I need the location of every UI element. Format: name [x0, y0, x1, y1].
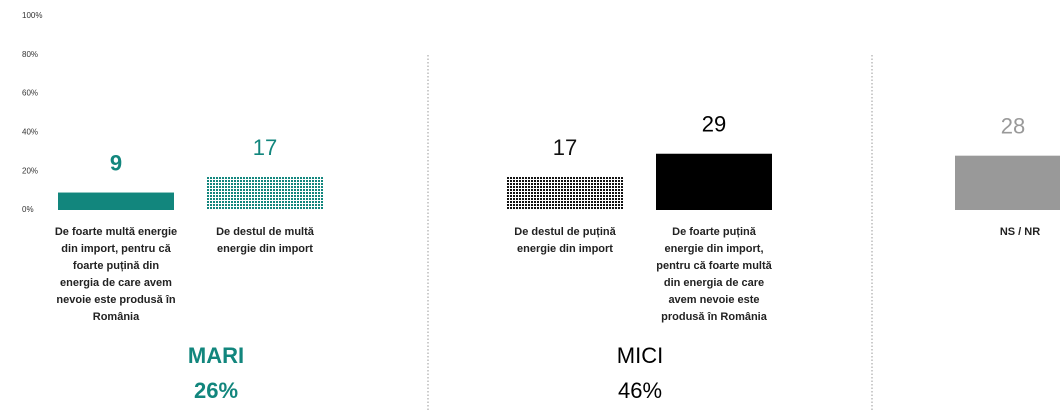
value-label: 17: [553, 135, 577, 160]
group-name: MARI: [188, 343, 244, 368]
value-label: 9: [110, 150, 122, 175]
value-label: 28: [1001, 113, 1025, 138]
category-label: De foarte multă energie din import, pent…: [54, 226, 178, 323]
bar: [58, 192, 174, 210]
y-tick-label: 20%: [22, 166, 38, 175]
value-label: 17: [253, 135, 277, 160]
category-label: De destul de multă energie din import: [216, 226, 314, 255]
bar: [656, 153, 772, 210]
y-tick-label: 0%: [22, 205, 34, 214]
bar: [955, 155, 1060, 210]
y-tick-label: 80%: [22, 50, 38, 59]
group-name: MICI: [617, 343, 663, 368]
category-label: NS / NR: [999, 226, 1041, 238]
group-total: 46%: [618, 378, 662, 403]
category-label: De destul de puțină energie din import: [514, 226, 616, 255]
bar: [507, 177, 623, 210]
y-tick-label: 60%: [22, 89, 38, 98]
bar: [207, 177, 323, 210]
group-total: 26%: [194, 378, 238, 403]
category-label: De foarte puțină energie din import, pen…: [656, 226, 772, 323]
value-label: 29: [702, 112, 726, 137]
y-tick-label: 40%: [22, 128, 38, 137]
y-tick-label: 100%: [22, 11, 42, 20]
